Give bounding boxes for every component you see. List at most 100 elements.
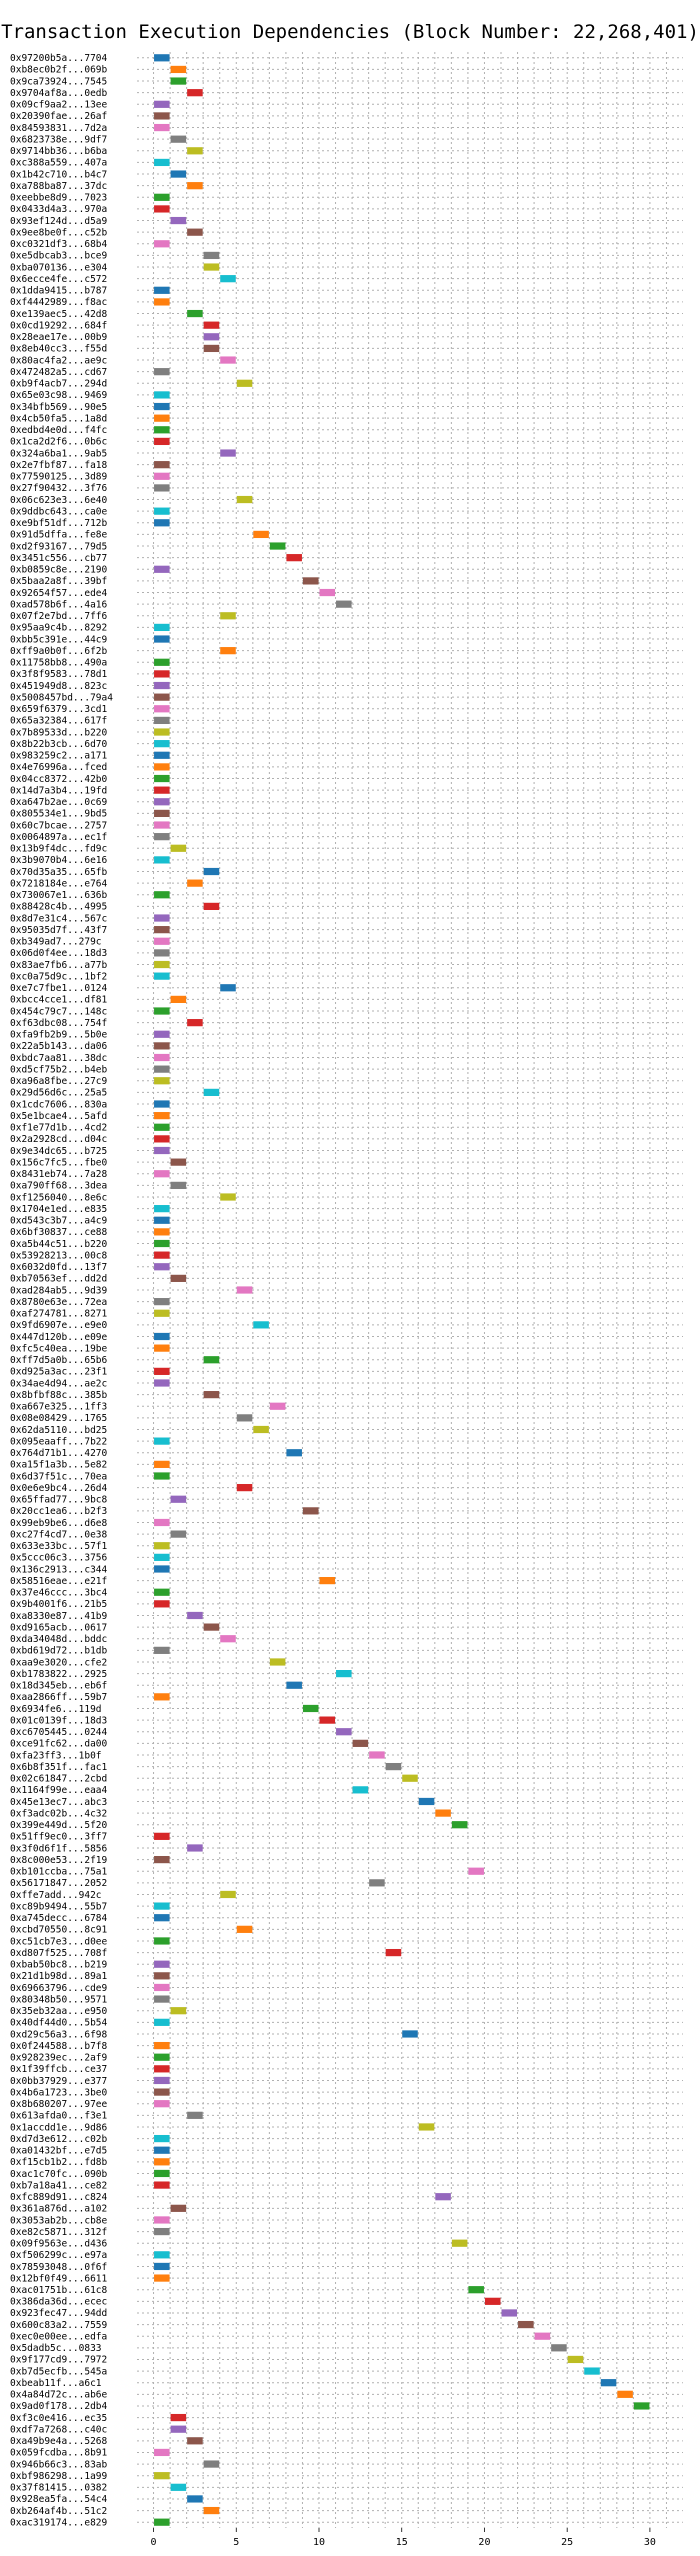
transaction-bar (154, 763, 170, 771)
y-tick-label: 0x0064897a...ec1f (10, 832, 107, 843)
transaction-bar (154, 670, 170, 678)
y-tick-label: 0x1cdc7606...830a (10, 1099, 107, 1110)
transaction-bar (203, 321, 220, 329)
transaction-bar (187, 2437, 203, 2445)
y-tick-label: 0xac319174...e829 (10, 2517, 108, 2528)
y-tick-label: 0xd7d3e612...c02b (10, 2134, 108, 2145)
transaction-bar (154, 472, 170, 480)
transaction-bar (468, 1867, 484, 1875)
transaction-bar (187, 1844, 203, 1852)
transaction-bar (154, 2181, 170, 2189)
y-tick-label: 0x8780e63e...72ea (10, 1297, 107, 1308)
transaction-bar (154, 1146, 170, 1155)
y-tick-label: 0x8d7e31c4...567c (10, 913, 107, 924)
transaction-bar (154, 240, 170, 248)
y-tick-label: 0x88428c4b...4995 (10, 902, 107, 913)
transaction-bar (220, 612, 236, 620)
transaction-bar (170, 1530, 187, 1538)
transaction-bar (402, 1774, 418, 1782)
y-tick-label: 0xfa23ff3...1b0f (10, 1750, 102, 1761)
transaction-bar (154, 740, 170, 748)
y-tick-label: 0x730067e1...636b (10, 890, 108, 901)
y-tick-label: 0x22a5b143...da06 (10, 1041, 108, 1052)
transaction-bar (154, 1902, 170, 1910)
y-tick-label: 0x928ea5fa...54c4 (10, 2494, 108, 2505)
transaction-bar (154, 1437, 170, 1445)
transaction-bar (170, 1158, 187, 1166)
transaction-bar (154, 437, 170, 446)
transaction-bar (154, 2100, 170, 2108)
y-tick-label: 0x3f0d6f1f...5856 (10, 1843, 108, 1854)
y-tick-label: 0x923fec47...94dd (10, 2308, 107, 2319)
y-tick-label: 0xa647b2ae...0c69 (10, 797, 108, 808)
transaction-bar (154, 914, 170, 922)
transaction-bar (154, 2472, 170, 2480)
transaction-bar (187, 2495, 203, 2503)
y-tick-label: 0xb0859c8e...2190 (10, 565, 108, 576)
y-tick-label: 0x946b66c3...83ab (10, 2459, 108, 2470)
y-tick-label: 0x62da5110...bd25 (10, 1425, 107, 1436)
transaction-bar (154, 1239, 170, 1248)
transaction-bar (236, 379, 253, 387)
y-tick-label: 0x983259c2...a171 (10, 751, 108, 762)
y-tick-label: 0x0bb37929...e377 (10, 2076, 107, 2087)
y-tick-label: 0xedbd4e0d...f4fc (10, 425, 107, 436)
transaction-bar (154, 1053, 170, 1062)
transaction-bar (154, 1042, 170, 1050)
y-tick-label: 0x77590125...3d89 (10, 472, 108, 483)
y-tick-label: 0xb7a18a41...ce82 (10, 2180, 107, 2191)
y-tick-label: 0xfc889d91...c824 (10, 2192, 108, 2203)
y-tick-label: 0xc388a559...407a (10, 158, 107, 169)
y-tick-label: 0xb349ad7...279c (10, 937, 102, 948)
transaction-bar (154, 693, 170, 701)
transaction-bar (154, 368, 170, 376)
y-tick-label: 0x28eae17e...00b9 (10, 332, 108, 343)
y-tick-label: 0x83ae7fb6...a77b (10, 960, 108, 971)
y-tick-label: 0x4e76996a...fced (10, 762, 107, 773)
transaction-bar (154, 1937, 170, 1945)
y-tick-label: 0xf1256040...8e6c (10, 1192, 107, 1203)
y-tick-label: 0x1dda9415...b787 (10, 286, 107, 297)
transaction-bar (203, 1088, 220, 1096)
transaction-bar (154, 484, 170, 492)
transaction-bar (154, 2053, 170, 2061)
y-tick-label: 0x9ca73924...7545 (10, 76, 107, 87)
y-tick-label: 0x156c7fc5...fbe0 (10, 1157, 108, 1168)
transaction-bar (302, 1507, 319, 1515)
y-tick-label: 0xb9f4acb7...294d (10, 379, 107, 390)
transaction-bar (402, 2030, 418, 2038)
y-tick-label: 0xa667e325...1ff3 (10, 1402, 107, 1413)
y-tick-label: 0x324a6ba1...9ab5 (10, 448, 107, 459)
y-tick-label: 0x0f244588...b7f8 (10, 2041, 108, 2052)
transaction-bar (187, 2111, 203, 2119)
y-tick-label: 0xd29c56a3...6f98 (10, 2029, 108, 2040)
transaction-bar (154, 821, 170, 829)
y-tick-label: 0x095eaaff...7b22 (10, 1436, 107, 1447)
y-tick-label: 0x06d0f4ee...18d3 (10, 948, 107, 959)
transaction-bar (336, 1670, 352, 1678)
transaction-bar (154, 1972, 170, 1980)
transaction-bar (154, 2041, 170, 2050)
transaction-bar (203, 1391, 220, 1399)
transaction-bar (187, 147, 203, 155)
transaction-bar (154, 2227, 170, 2236)
y-tick-label: 0x34bfb569...90e5 (10, 402, 107, 413)
y-tick-labels: 0x97200b5a...77040xb8ec0b2f...069b0x9ca7… (10, 53, 113, 2528)
y-tick-label: 0x9714bb36...b6ba (10, 146, 107, 157)
transaction-bar (220, 984, 236, 992)
transaction-bar (534, 2332, 551, 2340)
transaction-bar (319, 588, 336, 597)
transaction-bar (154, 2251, 170, 2259)
y-tick-label: 0x633e33bc...57f1 (10, 1541, 108, 1552)
transaction-bar (154, 461, 170, 469)
y-tick-label: 0x928239ec...2af9 (10, 2053, 108, 2064)
transaction-bar (203, 2506, 220, 2515)
transaction-bar (451, 2239, 468, 2247)
y-tick-label: 0xc27f4cd7...0e38 (10, 1529, 108, 1540)
y-tick-label: 0x58516eae...e21f (10, 1576, 107, 1587)
transaction-bar (154, 716, 170, 725)
y-tick-label: 0xbcc4cce1...df81 (10, 995, 108, 1006)
chart-title: Transaction Execution Dependencies (Bloc… (1, 21, 699, 43)
transaction-bar (154, 1309, 170, 1317)
